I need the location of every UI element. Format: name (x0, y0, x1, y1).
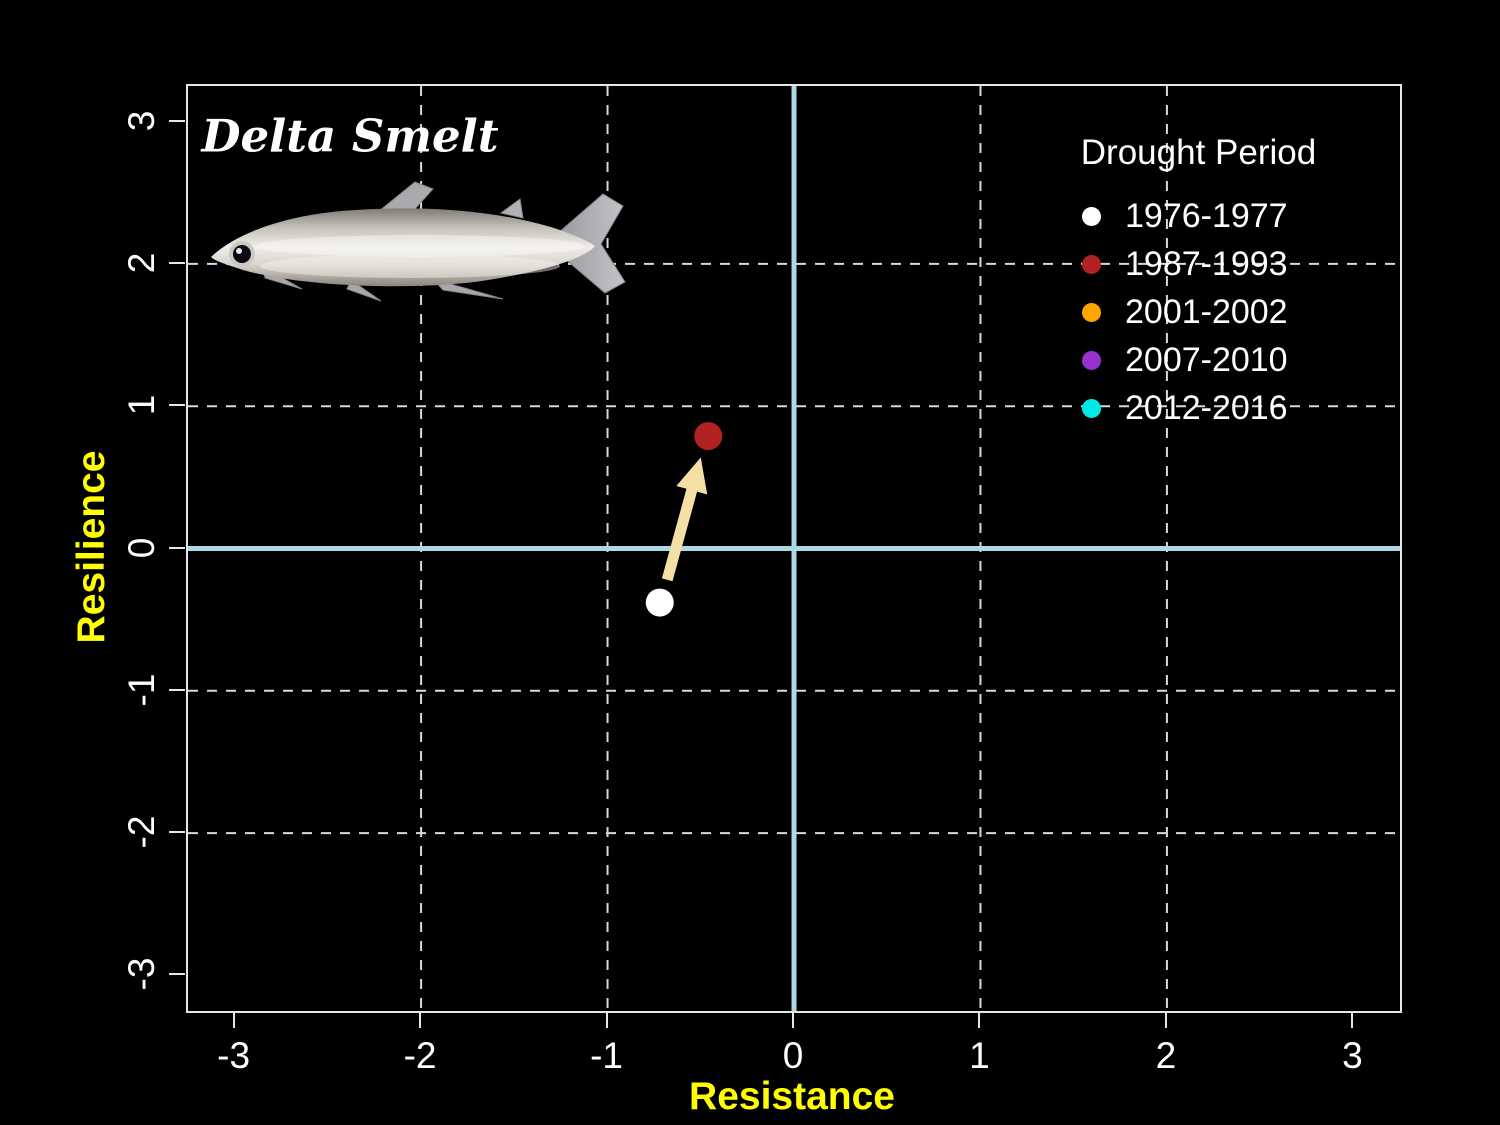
y-axis-tick (169, 973, 185, 976)
fish-belly (260, 254, 560, 278)
x-axis-tick (1164, 1012, 1167, 1028)
y-axis-tick-label: 0 (121, 537, 162, 558)
legend-item: 2007-2010 (1046, 336, 1351, 384)
delta-smelt-fish-image (211, 181, 626, 302)
fish-shine (255, 235, 585, 257)
legend-dot-icon (1082, 350, 1101, 370)
legend-dot-icon (1082, 206, 1101, 226)
legend-item: 2012-2016 (1046, 384, 1351, 432)
fish-adipose-fin (499, 198, 524, 219)
y-axis-tick-label: -2 (121, 815, 162, 849)
x-axis-title: Resistance (689, 1075, 895, 1118)
plot-area-svg (188, 86, 1400, 1011)
x-axis-tick-label: -1 (590, 1035, 623, 1076)
x-axis-tick (419, 1012, 422, 1028)
legend-items: 1976-1977 1987-1993 2001-2002 2007-2010 2012… (1046, 192, 1351, 432)
legend-item-label: 2012-2016 (1125, 388, 1288, 427)
y-axis-tick-label: -1 (121, 673, 162, 707)
y-axis-tick (169, 404, 185, 407)
legend-item-label: 1987-1993 (1125, 244, 1288, 283)
x-axis-tick-label: 3 (1342, 1035, 1363, 1076)
legend-item-label: 2007-2010 (1125, 340, 1288, 379)
y-axis-tick-label: 1 (121, 394, 162, 416)
trend-arrow (661, 457, 708, 582)
legend: Drought Period 1976-1977 1987-1993 2001-20… (1046, 132, 1351, 432)
legend-item: 2001-2002 (1046, 288, 1351, 336)
y-axis-tick (169, 546, 185, 549)
fish-eye (233, 245, 251, 263)
y-axis-tick (169, 831, 185, 834)
fish-eye-highlight (236, 248, 242, 254)
legend-item: 1976-1977 (1046, 192, 1351, 240)
x-axis-tick-label: -2 (403, 1035, 437, 1076)
x-axis-tick (232, 1012, 235, 1028)
legend-item: 1987-1993 (1046, 240, 1351, 288)
data-point-1976-1977 (645, 588, 674, 617)
x-axis-tick-label: 0 (782, 1035, 804, 1076)
y-axis-tick (169, 688, 185, 691)
y-axis-tick-label: -3 (121, 957, 162, 991)
plot-area (186, 84, 1402, 1013)
x-axis-tick-label: 2 (1155, 1035, 1177, 1076)
legend-dot-icon (1082, 254, 1101, 274)
legend-dot-icon (1082, 398, 1101, 418)
y-axis-tick (169, 119, 185, 122)
x-axis-tick (792, 1012, 794, 1028)
data-point-1987-1993 (694, 422, 723, 451)
x-axis-tick-label: 1 (969, 1035, 990, 1076)
legend-item-label: 1976-1977 (1125, 196, 1288, 235)
legend-title: Drought Period (1080, 133, 1317, 172)
legend-item-label: 2001-2002 (1125, 292, 1288, 331)
y-axis-tick-label: 3 (121, 110, 162, 131)
x-axis-tick (1351, 1012, 1354, 1028)
chart-title: Delta Smelt (201, 109, 499, 163)
legend-dot-icon (1082, 302, 1101, 322)
y-axis-tick (169, 261, 185, 264)
x-axis-tick (978, 1012, 981, 1028)
y-axis-title: Resilience (70, 450, 113, 644)
y-axis-tick-label: 2 (121, 252, 162, 274)
x-axis-tick-label: -3 (217, 1035, 251, 1076)
x-axis-tick (605, 1012, 608, 1028)
fish-body (211, 208, 595, 287)
